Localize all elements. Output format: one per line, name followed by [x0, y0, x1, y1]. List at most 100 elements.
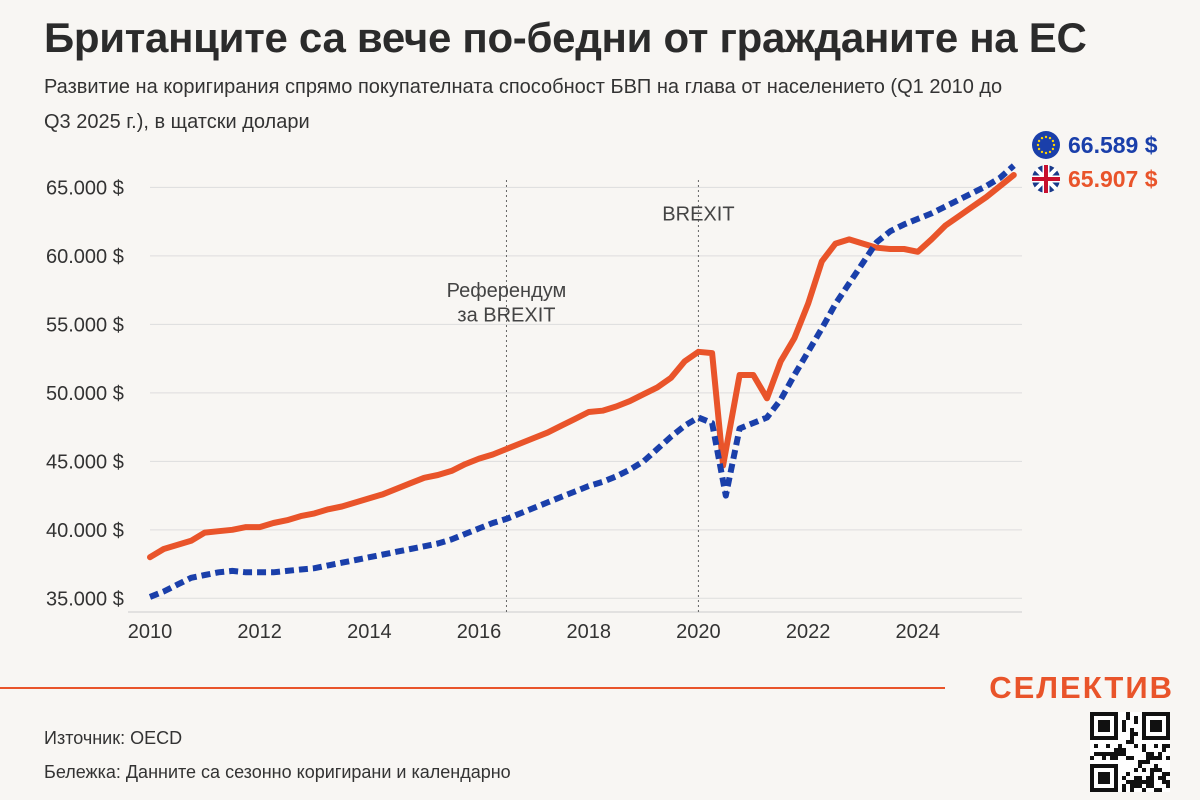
qr-module — [1118, 748, 1122, 752]
qr-module — [1146, 756, 1150, 760]
qr-module — [1146, 752, 1150, 756]
qr-module — [1146, 760, 1150, 764]
qr-module — [1138, 776, 1142, 780]
x-tick-label: 2016 — [457, 621, 502, 643]
eu-flag-star — [1036, 143, 1040, 147]
qr-module — [1122, 728, 1126, 732]
qr-module — [1114, 756, 1118, 760]
qr-module — [1130, 756, 1134, 760]
qr-module — [1122, 720, 1126, 724]
qr-code-icon — [1090, 712, 1170, 792]
qr-module — [1102, 752, 1106, 756]
qr-finder — [1098, 772, 1110, 784]
x-tick-label: 2024 — [896, 621, 941, 643]
line-chart: 35.000 $ 40.000 $ 45.000 $ 50.000 $ 55.000 $… — [46, 131, 1158, 643]
qr-module — [1118, 744, 1122, 748]
source-note: Източник: OECD — [44, 728, 183, 748]
qr-module — [1146, 784, 1150, 788]
qr-module — [1138, 764, 1142, 768]
qr-module — [1162, 748, 1166, 752]
qr-module — [1162, 744, 1166, 748]
qr-module — [1102, 756, 1106, 760]
qr-module — [1130, 740, 1134, 744]
eu-flag-star — [1048, 150, 1052, 154]
qr-module — [1110, 752, 1114, 756]
qr-module — [1138, 784, 1142, 788]
eu-flag-star — [1051, 147, 1055, 151]
uk-flag-red-v — [1044, 165, 1048, 193]
qr-module — [1130, 780, 1134, 784]
eu-flag-star — [1048, 136, 1052, 140]
qr-module — [1094, 744, 1098, 748]
qr-module — [1158, 752, 1162, 756]
annotation-label: за BREXIT — [457, 305, 555, 327]
x-tick-label: 2022 — [786, 621, 831, 643]
chart-subtitle: Развитие на коригирания спрямо покупател… — [44, 76, 1003, 133]
qr-module — [1158, 776, 1162, 780]
qr-module — [1106, 744, 1110, 748]
qr-module — [1122, 724, 1126, 728]
x-tick-label: 2012 — [237, 621, 282, 643]
qr-module — [1118, 752, 1122, 756]
annotation-label: Референдум — [447, 280, 567, 302]
qr-finder — [1098, 720, 1110, 732]
y-tick-label: 60.000 $ — [46, 246, 124, 268]
qr-module — [1150, 756, 1154, 760]
qr-module — [1106, 752, 1110, 756]
eu-flag-icon — [1032, 131, 1060, 159]
footnote: Бележка: Данните са сезонно коригирани и… — [44, 762, 511, 782]
series-line-eu — [148, 163, 1016, 600]
qr-module — [1122, 784, 1126, 788]
qr-module — [1154, 764, 1158, 768]
qr-module — [1154, 768, 1158, 772]
qr-module — [1134, 716, 1138, 720]
x-tick-label: 2010 — [128, 621, 173, 643]
qr-module — [1134, 780, 1138, 784]
qr-module — [1166, 756, 1170, 760]
qr-module — [1126, 780, 1130, 784]
qr-module — [1142, 760, 1146, 764]
qr-module — [1098, 752, 1102, 756]
qr-module — [1154, 756, 1158, 760]
qr-module — [1130, 732, 1134, 736]
y-tick-label: 40.000 $ — [46, 520, 124, 542]
annotation-label: BREXIT — [662, 203, 734, 225]
qr-module — [1154, 788, 1158, 792]
brand-logo: СЕЛЕКТИВ — [989, 670, 1174, 705]
eu-flag-star — [1037, 147, 1041, 151]
qr-module — [1114, 752, 1118, 756]
qr-module — [1138, 780, 1142, 784]
qr-module — [1150, 752, 1154, 756]
x-tick-label: 2014 — [347, 621, 392, 643]
y-tick-label: 45.000 $ — [46, 451, 124, 473]
eu-flag-star — [1040, 150, 1044, 154]
qr-module — [1126, 712, 1130, 716]
qr-module — [1162, 780, 1166, 784]
qr-module — [1114, 748, 1118, 752]
qr-module — [1146, 776, 1150, 780]
qr-module — [1162, 776, 1166, 780]
eu-flag-star — [1040, 136, 1044, 140]
series-line-uk — [147, 172, 1017, 561]
qr-module — [1142, 748, 1146, 752]
qr-module — [1134, 776, 1138, 780]
qr-module — [1126, 772, 1130, 776]
qr-module — [1154, 744, 1158, 748]
qr-module — [1122, 776, 1126, 780]
qr-module — [1138, 760, 1142, 764]
qr-module — [1134, 732, 1138, 736]
qr-module — [1150, 780, 1154, 784]
x-tick-label: 2020 — [676, 621, 721, 643]
qr-module — [1094, 752, 1098, 756]
qr-module — [1150, 768, 1154, 772]
qr-module — [1166, 784, 1170, 788]
qr-module — [1122, 788, 1126, 792]
footer-divider — [0, 687, 945, 689]
qr-module — [1158, 788, 1162, 792]
qr-module — [1150, 784, 1154, 788]
eu-flag-star — [1037, 139, 1041, 143]
qr-module — [1126, 756, 1130, 760]
qr-module — [1166, 744, 1170, 748]
qr-module — [1134, 720, 1138, 724]
qr-finder — [1150, 720, 1162, 732]
